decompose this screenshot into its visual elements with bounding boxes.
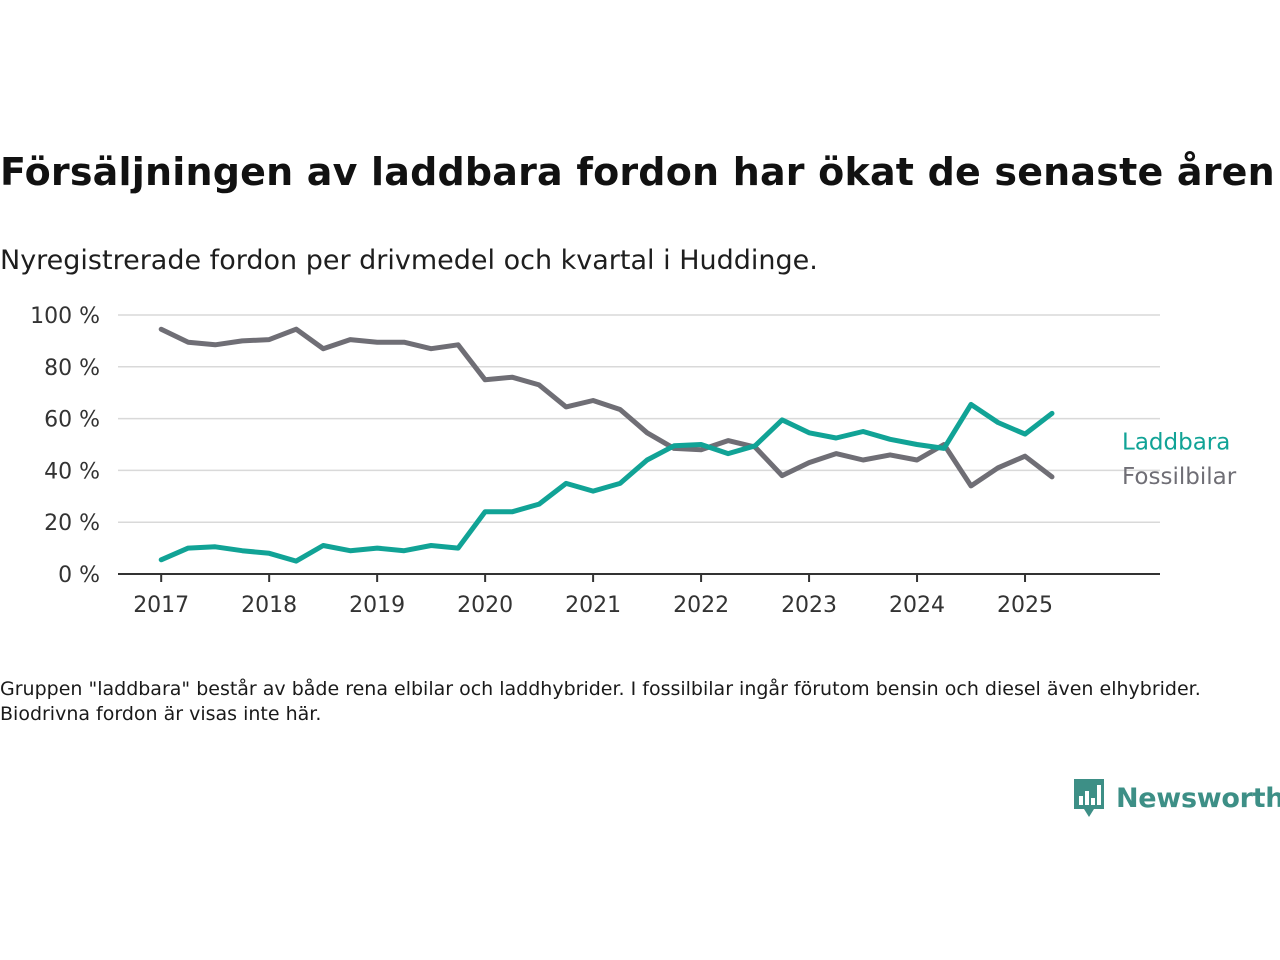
x-tick-label: 2024 [889,593,945,618]
x-tick-label: 2017 [133,593,189,618]
series-label-laddbara: Laddbara [1122,429,1230,455]
chart-subtitle: Nyregistrerade fordon per drivmedel och … [0,245,818,276]
footnote: Gruppen "laddbara" består av både rena e… [0,678,1201,725]
x-tick-label: 2023 [781,593,837,618]
series-line-laddbara [158,401,1055,564]
x-tick-label: 2018 [241,593,297,618]
newsworthy-logo[interactable]: Newsworthy [1072,776,1280,820]
x-tick-label: 2022 [673,593,729,618]
series-labels: Laddbara Fossilbilar [1122,429,1237,489]
x-tick-label: 2021 [565,593,621,618]
series-lines [158,326,1055,564]
y-axis-ticks: 0 % 20 % 40 % 60 % 80 % 100 % [30,304,100,588]
chart-title: Försäljningen av laddbara fordon har öka… [0,150,1275,194]
y-tick-label: 60 % [44,408,100,433]
series-label-fossilbilar: Fossilbilar [1122,464,1237,490]
y-tick-label: 40 % [44,459,100,484]
y-tick-label: 0 % [58,563,100,588]
y-tick-label: 20 % [44,511,100,536]
brand-name: Newsworthy [1116,782,1280,814]
bar-chart-speech-bubble-icon [1074,779,1104,817]
x-tick-label: 2020 [457,593,513,618]
y-tick-label: 100 % [30,304,100,329]
x-tick-label: 2025 [997,593,1053,618]
x-tick-label: 2019 [349,593,405,618]
x-axis: 2017 2018 2019 2020 2021 2022 2023 2024 2025 [118,573,1160,618]
y-tick-label: 80 % [44,356,100,381]
series-line-fossilbilar [158,326,1055,489]
gridlines [118,314,1160,523]
line-chart: 0 % 20 % 40 % 60 % 80 % 100 % 2017 2018 2019 202… [30,304,1237,618]
